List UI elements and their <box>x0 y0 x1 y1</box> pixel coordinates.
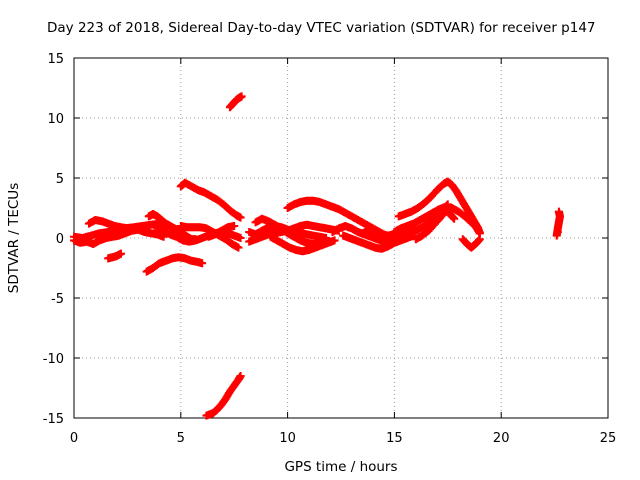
chart-title: Day 223 of 2018, Sidereal Day-to-day VTE… <box>47 20 596 36</box>
y-tick-label: 10 <box>47 112 64 127</box>
x-axis-label: GPS time / hours <box>284 459 397 475</box>
data-point-marker <box>554 207 563 216</box>
x-tick-label: 15 <box>386 431 403 446</box>
data-point-marker <box>116 249 125 258</box>
x-tick-label: 0 <box>70 431 78 446</box>
data-point-marker <box>330 236 339 245</box>
data-point-marker <box>230 222 239 230</box>
data-point-marker <box>237 92 246 101</box>
x-tick-label: 10 <box>279 431 296 446</box>
x-tick-label: 5 <box>177 431 185 446</box>
x-tick-label: 25 <box>600 431 617 446</box>
y-tick-label: -5 <box>51 292 64 307</box>
y-axis-label: SDTVAR / TECUs <box>6 183 22 293</box>
data-point-marker <box>198 259 207 268</box>
data-point-marker <box>475 229 484 238</box>
data-point-marker <box>553 228 562 236</box>
data-point-marker <box>236 213 245 222</box>
axis-ticks: 0 5 10 15 20 25 -15 -10 -5 0 5 10 15 <box>43 52 617 446</box>
data-point-marker <box>123 224 132 233</box>
data-points <box>70 92 564 420</box>
y-tick-label: 5 <box>56 172 64 187</box>
x-tick-label: 20 <box>493 431 510 446</box>
y-tick-label: 15 <box>47 52 64 67</box>
y-tick-label: -10 <box>43 352 64 367</box>
y-tick-label: 0 <box>56 232 64 247</box>
data-point-marker <box>450 214 459 223</box>
data-point-marker <box>236 234 245 242</box>
grid-lines <box>74 58 608 418</box>
data-point-marker <box>234 243 243 252</box>
data-point-marker <box>236 372 245 380</box>
y-tick-label: -15 <box>43 412 64 427</box>
